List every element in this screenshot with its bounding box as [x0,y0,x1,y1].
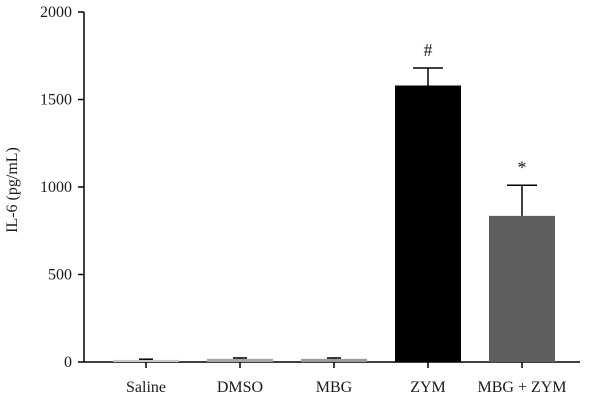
y-tick-label: 1000 [40,179,72,196]
bar-saline [113,359,179,362]
y-tick-label: 500 [48,267,72,284]
x-tick-label: Saline [126,379,166,396]
y-tick-label: 0 [64,354,72,371]
x-tick-label: ZYM [410,379,446,396]
bar-dmso [207,358,273,362]
bar-mbg-zym [489,215,555,362]
y-tick-label: 2000 [40,4,72,21]
error-bars-group: #* [139,40,537,360]
y-tick-label: 1500 [40,92,72,109]
x-tick-label: MBG + ZYM [477,379,566,396]
significance-marker: * [518,157,527,177]
x-tick-label: MBG [316,379,353,396]
y-axis-label: IL-6 (pg/mL) [4,147,21,233]
x-labels-group: Saline DMSO MBG ZYM MBG + ZYM [126,362,567,396]
bar-mbg [301,358,367,362]
bars-group [113,85,555,362]
y-ticks-group: 0 500 1000 1500 2000 [40,4,84,371]
significance-marker: # [424,40,433,60]
x-tick-label: DMSO [217,379,263,396]
bar-zym [395,85,461,362]
